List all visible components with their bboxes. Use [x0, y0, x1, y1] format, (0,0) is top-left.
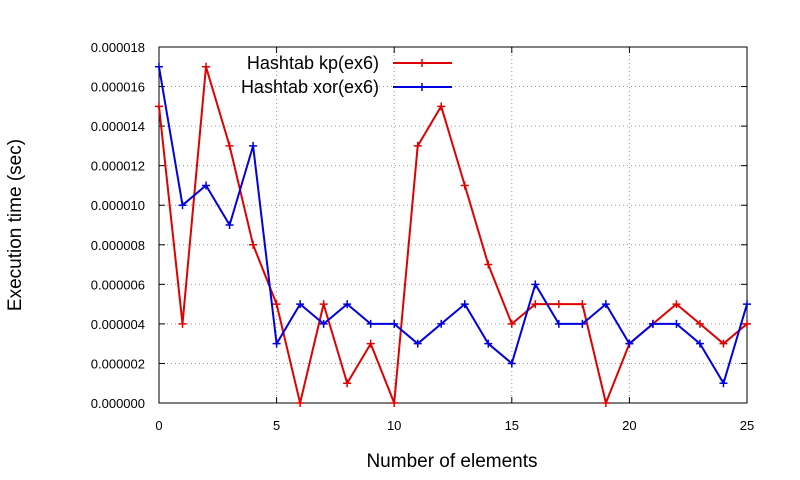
plot-frame — [158, 46, 748, 404]
data-point — [484, 260, 493, 269]
series-1 — [155, 62, 751, 407]
data-point — [554, 300, 563, 309]
data-point — [578, 300, 587, 309]
x-tick-label: 0 — [155, 418, 162, 433]
y-tick-label: 0.000014 — [91, 119, 145, 134]
legend: Hashtab kp(ex6) Hashtab xor(ex6) — [241, 53, 452, 97]
axis-ticks: 0.000000 0.000002 0.000004 0.000006 0.000008… — [91, 40, 754, 433]
series-line — [158, 66, 748, 385]
data-point — [460, 181, 469, 190]
data-point — [249, 240, 258, 249]
series-2 — [155, 62, 751, 388]
data-point — [743, 300, 751, 309]
data-point — [343, 379, 352, 388]
data-point — [225, 141, 234, 150]
y-tick-label: 0.000004 — [91, 317, 145, 332]
x-axis-title: Number of elements — [366, 451, 537, 472]
data-point — [390, 319, 399, 328]
series-line — [158, 65, 748, 404]
data-point — [296, 399, 305, 407]
data-point — [249, 141, 258, 150]
data-point — [272, 339, 281, 348]
data-point — [155, 102, 163, 111]
y-tick-label: 0.000000 — [91, 396, 145, 411]
data-point — [601, 399, 610, 407]
data-point — [343, 300, 352, 309]
data-point — [625, 339, 634, 348]
y-tick-label: 0.000008 — [91, 238, 145, 253]
series-lines — [155, 62, 751, 407]
data-point — [178, 319, 187, 328]
x-tick-label: 5 — [273, 418, 280, 433]
data-point — [413, 141, 422, 150]
data-point — [390, 399, 399, 407]
data-point — [531, 300, 540, 309]
y-axis-title: Execution time (sec) — [5, 139, 26, 311]
data-point — [554, 319, 563, 328]
data-point — [296, 300, 305, 309]
data-point — [648, 319, 657, 328]
data-point — [437, 319, 446, 328]
data-point — [202, 62, 211, 71]
x-tick-label: 10 — [387, 418, 401, 433]
data-point — [719, 339, 728, 348]
y-tick-label: 0.000012 — [91, 159, 145, 174]
data-point — [695, 339, 704, 348]
legend-marker — [418, 59, 426, 67]
data-point — [272, 300, 281, 309]
grid-lines — [159, 47, 747, 403]
data-point — [413, 339, 422, 348]
data-point — [202, 181, 211, 190]
y-tick-label: 0.000016 — [91, 80, 145, 95]
data-point — [743, 319, 751, 328]
legend-marker — [418, 83, 426, 91]
data-point — [319, 319, 328, 328]
data-point — [437, 102, 446, 111]
data-point — [672, 319, 681, 328]
y-tick-label: 0.000002 — [91, 356, 145, 371]
data-point — [225, 221, 234, 229]
x-tick-label: 25 — [740, 418, 754, 433]
data-point — [531, 280, 540, 289]
y-tick-label: 0.000006 — [91, 277, 145, 292]
y-tick-label: 0.000010 — [91, 198, 145, 213]
data-point — [601, 300, 610, 309]
data-point — [507, 319, 516, 328]
data-point — [460, 300, 469, 309]
data-point — [719, 379, 728, 388]
legend-label: Hashtab kp(ex6) — [247, 53, 379, 73]
x-tick-label: 20 — [622, 418, 636, 433]
y-tick-label: 0.000018 — [91, 40, 145, 55]
data-point — [507, 359, 516, 368]
data-point — [484, 339, 493, 348]
data-point — [155, 62, 163, 71]
data-point — [319, 300, 328, 309]
x-tick-label: 15 — [505, 418, 519, 433]
legend-label: Hashtab xor(ex6) — [241, 77, 379, 97]
data-point — [366, 319, 375, 328]
data-point — [366, 339, 375, 348]
data-point — [672, 300, 681, 309]
data-point — [178, 201, 187, 210]
data-point — [695, 319, 704, 328]
data-point — [578, 319, 587, 328]
